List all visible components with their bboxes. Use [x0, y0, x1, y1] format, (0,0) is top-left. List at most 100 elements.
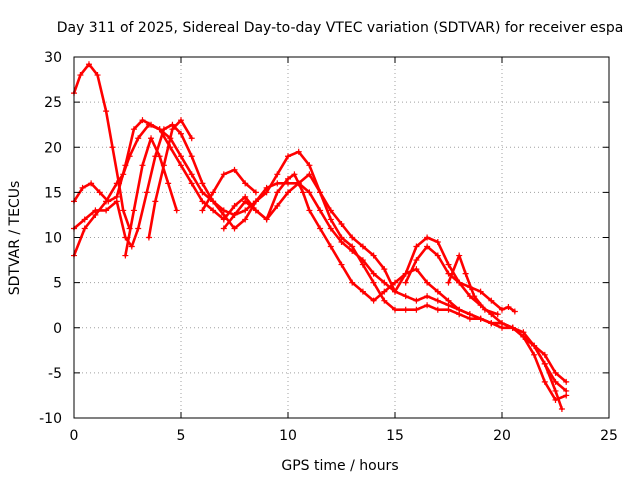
data-point: [327, 243, 334, 250]
series-track-10: [445, 252, 501, 318]
data-point: [381, 279, 388, 286]
data-point: [188, 171, 195, 178]
data-point: [274, 189, 281, 196]
data-point: [413, 257, 420, 264]
data-point: [424, 234, 431, 241]
data-point: [173, 207, 180, 214]
data-point: [231, 166, 238, 173]
data-point: [541, 360, 548, 367]
series-track-5: [122, 135, 180, 259]
data-point: [169, 126, 176, 133]
data-point: [231, 225, 238, 232]
chart-title: Day 311 of 2025, Sidereal Day-to-day VTE…: [57, 20, 624, 36]
data-point: [291, 171, 298, 178]
data-point: [494, 311, 501, 318]
data-point: [511, 308, 518, 315]
y-tick-label: 15: [44, 185, 62, 201]
data-point: [349, 279, 356, 286]
data-point: [242, 216, 249, 223]
data-point: [381, 266, 388, 273]
data-point: [499, 306, 505, 313]
x-axis-label: GPS time / hours: [281, 458, 398, 474]
data-point: [381, 288, 388, 295]
data-point: [306, 189, 313, 196]
data-point: [349, 234, 356, 241]
data-point: [499, 320, 505, 327]
data-point: [77, 72, 84, 79]
data-point: [156, 153, 163, 160]
series-track-7: [199, 166, 259, 214]
data-point: [263, 184, 270, 191]
data-point: [88, 180, 95, 187]
series-track: [201, 168, 258, 212]
data-point: [471, 293, 478, 300]
data-point: [359, 288, 366, 295]
data-point: [413, 243, 420, 250]
data-point: [231, 202, 238, 209]
series-track-6: [145, 117, 195, 241]
data-point: [338, 220, 345, 227]
data-point: [199, 198, 206, 205]
data-point: [552, 387, 559, 394]
series-track: [447, 254, 500, 316]
data-point: [274, 180, 281, 187]
data-point: [178, 162, 184, 169]
series-track: [147, 118, 193, 239]
x-tick-label: 20: [493, 428, 511, 444]
data-point: [85, 61, 92, 68]
data-point: [413, 266, 420, 273]
data-point: [128, 243, 135, 250]
data-point: [370, 270, 377, 277]
data-point: [135, 225, 142, 232]
data-point: [122, 252, 129, 259]
data-point: [210, 198, 217, 205]
data-point: [424, 243, 431, 250]
axis-ticks: 0 5 10 15 20 25 -10 -5 0 5 10 15 20 25 30: [39, 50, 618, 444]
data-point: [178, 117, 184, 124]
x-tick-label: 5: [177, 428, 186, 444]
data-point: [488, 320, 495, 327]
data-point: [148, 121, 155, 128]
data-point: [456, 252, 463, 259]
data-point: [285, 189, 291, 196]
data-point: [317, 207, 324, 214]
data-point: [252, 198, 259, 205]
data-point: [349, 248, 356, 255]
y-tick-label: 20: [44, 140, 62, 156]
data-point: [231, 211, 238, 218]
y-axis-label: SDTVAR / TECUs: [7, 181, 23, 296]
data-point: [299, 189, 306, 196]
data-point: [445, 270, 452, 277]
data-point: [413, 306, 420, 313]
data-point: [462, 270, 469, 277]
grid: [74, 57, 609, 418]
data-point: [295, 148, 302, 155]
series-track-8: [220, 171, 565, 412]
data-point: [317, 225, 324, 232]
data-point: [242, 207, 249, 214]
data-point: [402, 293, 409, 300]
data-point: [130, 126, 137, 133]
data-point: [434, 239, 441, 246]
data-point: [359, 257, 366, 264]
data-point: [242, 180, 249, 187]
data-point: [456, 306, 463, 313]
data-point: [531, 342, 538, 349]
series-layer: [71, 61, 570, 412]
data-point: [370, 252, 377, 259]
data-point: [252, 207, 259, 214]
data-point: [306, 162, 313, 169]
series-track-4: [71, 121, 570, 394]
data-point: [481, 306, 488, 313]
data-point: [81, 216, 88, 223]
data-point: [563, 378, 570, 385]
data-point: [220, 171, 227, 178]
data-point: [327, 207, 334, 214]
data-point: [402, 279, 409, 286]
data-point: [306, 171, 313, 178]
data-point: [466, 311, 473, 318]
data-point: [381, 297, 388, 304]
data-point: [139, 117, 146, 124]
data-point: [79, 184, 86, 191]
data-point: [370, 297, 377, 304]
